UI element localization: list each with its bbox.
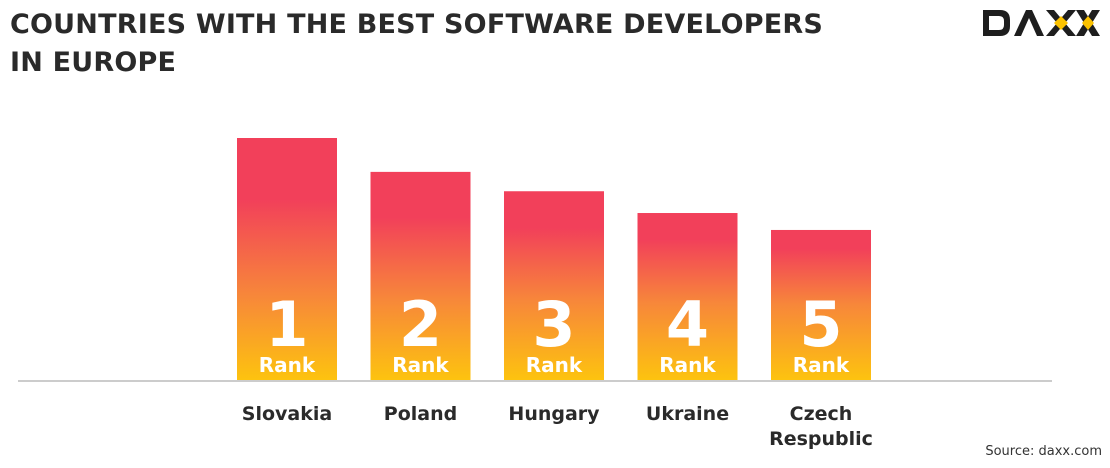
category-label: Hungary [508,403,600,425]
title-line-2: IN EUROPE [10,47,177,78]
category-label: Czech [790,403,853,425]
rank-label: Rank [526,353,583,377]
bar-2 [370,171,471,380]
category-label: Respublic [769,428,873,450]
daxx-logo [983,10,1100,36]
rank-label: Rank [659,353,716,377]
rank-label: Rank [793,353,850,377]
bar-1 [237,138,337,380]
rank-label: Rank [392,353,449,377]
rank-number: 1 [265,288,308,361]
title-line-1: COUNTRIES WITH THE BEST SOFTWARE DEVELOP… [10,9,824,40]
category-label: Ukraine [646,403,729,425]
rank-number: 4 [666,288,709,361]
rank-number: 2 [399,288,442,361]
category-label: Slovakia [242,403,332,425]
category-label: Poland [384,403,457,425]
rank-number: 3 [532,288,575,361]
chart-title: COUNTRIES WITH THE BEST SOFTWARE DEVELOP… [10,6,823,82]
rank-number: 5 [799,288,842,361]
bar-3 [504,191,604,380]
rank-label: Rank [259,353,316,377]
source-note: Source: daxx.com [985,444,1102,459]
bar-5 [771,229,871,380]
bar-4 [637,213,738,380]
